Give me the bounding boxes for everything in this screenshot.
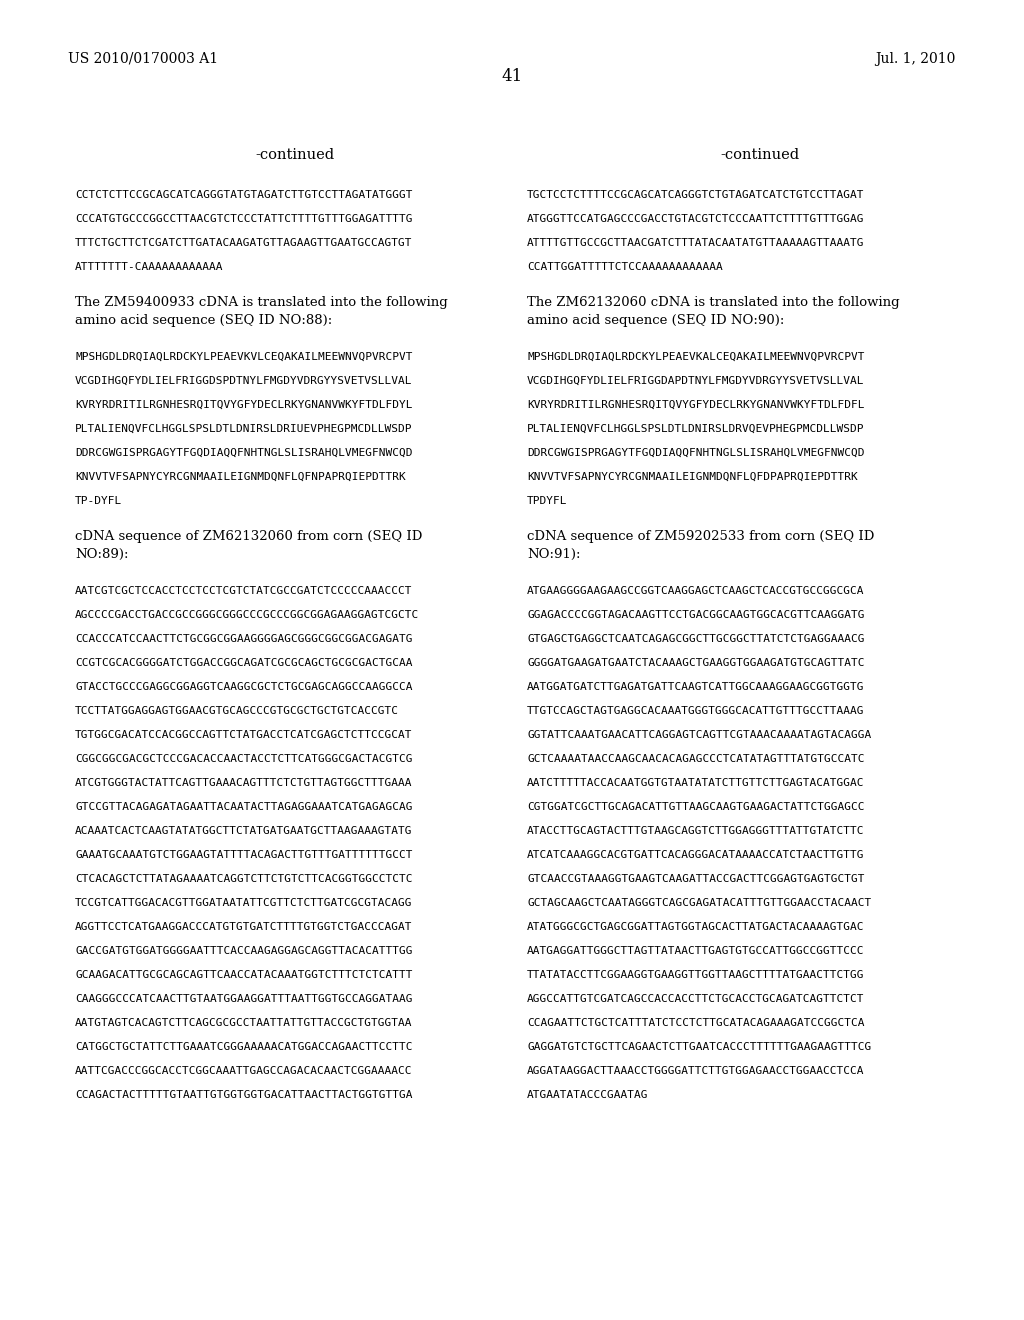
Text: GTCAACCGTAAAGGTGAAGTCAAGATTACCGACTTCGGAGTGAGTGCTGT: GTCAACCGTAAAGGTGAAGTCAAGATTACCGACTTCGGAG… <box>527 874 864 884</box>
Text: KVRYRDRITILRGNHESRQITQVYGFYDECLRKYGNANVWKYFTDLFDFL: KVRYRDRITILRGNHESRQITQVYGFYDECLRKYGNANVW… <box>527 400 864 411</box>
Text: AGGCCATTGTCGATCAGCCACCACCTTCTGCACCTGCAGATCAGTTCTCT: AGGCCATTGTCGATCAGCCACCACCTTCTGCACCTGCAGA… <box>527 994 864 1005</box>
Text: CCTCTCTTCCGCAGCATCAGGGTATGTAGATCTTGTCCTTAGATATGGGT: CCTCTCTTCCGCAGCATCAGGGTATGTAGATCTTGTCCTT… <box>75 190 413 201</box>
Text: GTACCTGCCCGAGGCGGAGGTCAAGGCGCTCTGCGAGCAGGCCAAGGCCA: GTACCTGCCCGAGGCGGAGGTCAAGGCGCTCTGCGAGCAG… <box>75 682 413 692</box>
Text: GCAAGACATTGCGCAGCAGTTCAACCATACAAATGGTCTTTCTCTCATTT: GCAAGACATTGCGCAGCAGTTCAACCATACAAATGGTCTT… <box>75 970 413 979</box>
Text: AATTCGACCCGGCACCTCGGCAAATTGAGCCAGACACAACTCGGAAAACC: AATTCGACCCGGCACCTCGGCAAATTGAGCCAGACACAAC… <box>75 1067 413 1076</box>
Text: ATGAATATACCCGAATAG: ATGAATATACCCGAATAG <box>527 1090 648 1100</box>
Text: GACCGATGTGGATGGGGAATTTCACCAAGAGGAGCAGGTTACACATTTGG: GACCGATGTGGATGGGGAATTTCACCAAGAGGAGCAGGTT… <box>75 946 413 956</box>
Text: -continued: -continued <box>721 148 800 162</box>
Text: The ZM62132060 cDNA is translated into the following: The ZM62132060 cDNA is translated into t… <box>527 296 900 309</box>
Text: CATGGCTGCTATTCTTGAAATCGGGAAAAACATGGACCAGAACTTCCTTC: CATGGCTGCTATTCTTGAAATCGGGAAAAACATGGACCAG… <box>75 1041 413 1052</box>
Text: CCCATGTGCCCGGCCTTAACGTCTCCCTATTCTTTTGTTTGGAGATTTTG: CCCATGTGCCCGGCCTTAACGTCTCCCTATTCTTTTGTTT… <box>75 214 413 224</box>
Text: GAAATGCAAATGTCTGGAAGTATTTTACAGACTTGTTTGATTTTTTGCCT: GAAATGCAAATGTCTGGAAGTATTTTACAGACTTGTTTGA… <box>75 850 413 861</box>
Text: US 2010/0170003 A1: US 2010/0170003 A1 <box>68 51 218 66</box>
Text: GTCCGTTACAGAGATAGAATTACAATACTTAGAGGAAATCATGAGAGCAG: GTCCGTTACAGAGATAGAATTACAATACTTAGAGGAAATC… <box>75 803 413 812</box>
Text: ATGAAGGGGAAGAAGCCGGTCAAGGAGCTCAAGCTCACCGTGCCGGCGCA: ATGAAGGGGAAGAAGCCGGTCAAGGAGCTCAAGCTCACCG… <box>527 586 864 597</box>
Text: AATGTAGTCACAGTCTTCAGCGCGCCTAATTATTGTTACCGCTGTGGTAA: AATGTAGTCACAGTCTTCAGCGCGCCTAATTATTGTTACC… <box>75 1018 413 1028</box>
Text: KNVVTVFSAPNYCYRCGNMAAILEIGNMDQNFLQFNPAPRQIEPDTTRK: KNVVTVFSAPNYCYRCGNMAAILEIGNMDQNFLQFNPAPR… <box>75 473 406 482</box>
Text: CTCACAGCTCTTATAGAAAATCAGGTCTTCTGTCTTCACGGTGGCCTCTC: CTCACAGCTCTTATAGAAAATCAGGTCTTCTGTCTTCACG… <box>75 874 413 884</box>
Text: ACAAATCACTCAAGTATATGGCTTCTATGATGAATGCTTAAGAAAGTATG: ACAAATCACTCAAGTATATGGCTTCTATGATGAATGCTTA… <box>75 826 413 836</box>
Text: CCACCCATCCAACTTCTGCGGCGGAAGGGGAGCGGGCGGCGGACGAGATG: CCACCCATCCAACTTCTGCGGCGGAAGGGGAGCGGGCGGC… <box>75 634 413 644</box>
Text: NO:89):: NO:89): <box>75 548 128 561</box>
Text: AATCGTCGCTCCACCTCCTCCTCGTCTATCGCCGATCTCCCCCAAACCCT: AATCGTCGCTCCACCTCCTCCTCGTCTATCGCCGATCTCC… <box>75 586 413 597</box>
Text: GGAGACCCCGGTAGACAAGTTCCTGACGGCAAGTGGCACGTTCAAGGATG: GGAGACCCCGGTAGACAAGTTCCTGACGGCAAGTGGCACG… <box>527 610 864 620</box>
Text: CCAGAATTCTGCTCATTTATCTCCTCTTGCATACAGAAAGATCCGGCTCA: CCAGAATTCTGCTCATTTATCTCCTCTTGCATACAGAAAG… <box>527 1018 864 1028</box>
Text: KVRYRDRITILRGNHESRQITQVYGFYDECLRKYGNANVWKYFTDLFDYL: KVRYRDRITILRGNHESRQITQVYGFYDECLRKYGNANVW… <box>75 400 413 411</box>
Text: amino acid sequence (SEQ ID NO:88):: amino acid sequence (SEQ ID NO:88): <box>75 314 332 327</box>
Text: NO:91):: NO:91): <box>527 548 581 561</box>
Text: KNVVTVFSAPNYCYRCGNMAAILEIGNMDQNFLQFDPAPRQIEPDTTRK: KNVVTVFSAPNYCYRCGNMAAILEIGNMDQNFLQFDPAPR… <box>527 473 858 482</box>
Text: CCATTGGATTTTTCTCCAAAAAAAAAAAA: CCATTGGATTTTTCTCCAAAAAAAAAAAA <box>527 261 723 272</box>
Text: CCAGACTACTTTTTGTAATTGTGGTGGTGACATTAACTTACTGGTGTTGA: CCAGACTACTTTTTGTAATTGTGGTGGTGACATTAACTTA… <box>75 1090 413 1100</box>
Text: cDNA sequence of ZM59202533 from corn (SEQ ID: cDNA sequence of ZM59202533 from corn (S… <box>527 531 874 543</box>
Text: TCCTTATGGAGGAGTGGAACGTGCAGCCCGTGCGCTGCTGTCACCGTC: TCCTTATGGAGGAGTGGAACGTGCAGCCCGTGCGCTGCTG… <box>75 706 399 715</box>
Text: GCTCAAAATAACCAAGCAACACAGAGCCCTCATATAGTTTATGTGCCATC: GCTCAAAATAACCAAGCAACACAGAGCCCTCATATAGTTT… <box>527 754 864 764</box>
Text: The ZM59400933 cDNA is translated into the following: The ZM59400933 cDNA is translated into t… <box>75 296 447 309</box>
Text: Jul. 1, 2010: Jul. 1, 2010 <box>876 51 956 66</box>
Text: MPSHGDLDRQIAQLRDCKYLPEAEVKVLCEQAKAILMEEWNVQPVRCPVT: MPSHGDLDRQIAQLRDCKYLPEAEVKVLCEQAKAILMEEW… <box>75 352 413 362</box>
Text: GGTATTCAAATGAACATTCAGGAGTCAGTTCGTAAACAAAATAGTACAGGA: GGTATTCAAATGAACATTCAGGAGTCAGTTCGTAAACAAA… <box>527 730 871 741</box>
Text: ATATGGGCGCTGAGCGGATTAGTGGTAGCACTTATGACTACAAAAGTGAC: ATATGGGCGCTGAGCGGATTAGTGGTAGCACTTATGACTA… <box>527 921 864 932</box>
Text: TCCGTCATTGGACACGTTGGATAATATTCGTTCTCTTGATCGCGTACAGG: TCCGTCATTGGACACGTTGGATAATATTCGTTCTCTTGAT… <box>75 898 413 908</box>
Text: AATGAGGATTGGGCTTAGTTATAACTTGAGTGTGCCATTGGCCGGTTCCC: AATGAGGATTGGGCTTAGTTATAACTTGAGTGTGCCATTG… <box>527 946 864 956</box>
Text: ATCATCAAAGGCACGTGATTCACAGGGACATAAAACCATCTAACTTGTTG: ATCATCAAAGGCACGTGATTCACAGGGACATAAAACCATC… <box>527 850 864 861</box>
Text: CGTGGATCGCTTGCAGACATTGTTAAGCAAGTGAAGACTATTCTGGAGCC: CGTGGATCGCTTGCAGACATTGTTAAGCAAGTGAAGACTA… <box>527 803 864 812</box>
Text: GAGGATGTCTGCTTCAGAACTCTTGAATCACCCTTTTTTGAAGAAGTTTCG: GAGGATGTCTGCTTCAGAACTCTTGAATCACCCTTTTTTG… <box>527 1041 871 1052</box>
Text: TP-DYFL: TP-DYFL <box>75 496 122 506</box>
Text: amino acid sequence (SEQ ID NO:90):: amino acid sequence (SEQ ID NO:90): <box>527 314 784 327</box>
Text: PLTALIENQVFCLHGGLSPSLDTLDNIRSLDRIUEVPHEGPMCDLLWSDP: PLTALIENQVFCLHGGLSPSLDTLDNIRSLDRIUEVPHEG… <box>75 424 413 434</box>
Text: AATCTTTTTACCACAATGGTGTAATATATCTTGTTCTTGAGTACATGGAC: AATCTTTTTACCACAATGGTGTAATATATCTTGTTCTTGA… <box>527 777 864 788</box>
Text: GTGAGCTGAGGCTCAATCAGAGCGGCTTGCGGCTTATCTCTGAGGAAACG: GTGAGCTGAGGCTCAATCAGAGCGGCTTGCGGCTTATCTC… <box>527 634 864 644</box>
Text: AATGGATGATCTTGAGATGATTCAAGTCATTGGCAAAGGAAGCGGTGGTG: AATGGATGATCTTGAGATGATTCAAGTCATTGGCAAAGGA… <box>527 682 864 692</box>
Text: CAAGGGCCCATCAACTTGTAATGGAAGGATTTAATTGGTGCCAGGATAAG: CAAGGGCCCATCAACTTGTAATGGAAGGATTTAATTGGTG… <box>75 994 413 1005</box>
Text: GCTAGCAAGCTCAATAGGGTCAGCGAGATACATTTGTTGGAACCTACAACT: GCTAGCAAGCTCAATAGGGTCAGCGAGATACATTTGTTGG… <box>527 898 871 908</box>
Text: CCGTCGCACGGGGATCTGGACCGGCAGATCGCGCAGCTGCGCGACTGCAA: CCGTCGCACGGGGATCTGGACCGGCAGATCGCGCAGCTGC… <box>75 657 413 668</box>
Text: AGGTTCCTCATGAAGGACCCATGTGTGATCTTTTGTGGTCTGACCCAGAT: AGGTTCCTCATGAAGGACCCATGTGTGATCTTTTGTGGTC… <box>75 921 413 932</box>
Text: ATTTTTTT-CAAAAAAAAAAAA: ATTTTTTT-CAAAAAAAAAAAA <box>75 261 223 272</box>
Text: ATACCTTGCAGTACTTTGTAAGCAGGTCTTGGAGGGTTTATTGTATCTTC: ATACCTTGCAGTACTTTGTAAGCAGGTCTTGGAGGGTTTA… <box>527 826 864 836</box>
Text: cDNA sequence of ZM62132060 from corn (SEQ ID: cDNA sequence of ZM62132060 from corn (S… <box>75 531 422 543</box>
Text: -continued: -continued <box>255 148 335 162</box>
Text: ATGGGTTCCATGAGCCCGACCTGTACGTCTCCCAATTCTTTTGTTTGGAG: ATGGGTTCCATGAGCCCGACCTGTACGTCTCCCAATTCTT… <box>527 214 864 224</box>
Text: TPDYFL: TPDYFL <box>527 496 567 506</box>
Text: TTTCTGCTTCTCGATCTTGATACAAGATGTTAGAAGTTGAATGCCAGTGT: TTTCTGCTTCTCGATCTTGATACAAGATGTTAGAAGTTGA… <box>75 238 413 248</box>
Text: VCGDIHGQFYDLIELFRIGGDAPDTNYLFMGDYVDRGYYSVETVSLLVAL: VCGDIHGQFYDLIELFRIGGDAPDTNYLFMGDYVDRGYYS… <box>527 376 864 385</box>
Text: DDRCGWGISPRGAGYTFGQDIAQQFNHTNGLSLISRAHQLVMEGFNWCQD: DDRCGWGISPRGAGYTFGQDIAQQFNHTNGLSLISRAHQL… <box>75 447 413 458</box>
Text: 41: 41 <box>502 69 522 84</box>
Text: TGCTCCTCTTTTCCGCAGCATCAGGGTCTGTAGATCATCTGTCCTTAGAT: TGCTCCTCTTTTCCGCAGCATCAGGGTCTGTAGATCATCT… <box>527 190 864 201</box>
Text: ATCGTGGGTACTATTCAGTTGAAACAGTTTCTCTGTTAGTGGCTTTGAAA: ATCGTGGGTACTATTCAGTTGAAACAGTTTCTCTGTTAGT… <box>75 777 413 788</box>
Text: DDRCGWGISPRGAGYTFGQDIAQQFNHTNGLSLISRAHQLVMEGFNWCQD: DDRCGWGISPRGAGYTFGQDIAQQFNHTNGLSLISRAHQL… <box>527 447 864 458</box>
Text: VCGDIHGQFYDLIELFRIGGDSPDTNYLFMGDYVDRGYYSVETVSLLVAL: VCGDIHGQFYDLIELFRIGGDSPDTNYLFMGDYVDRGYYS… <box>75 376 413 385</box>
Text: TTGTCCAGCTAGTGAGGCACAAATGGGTGGGCACATTGTTTGCCTTAAAG: TTGTCCAGCTAGTGAGGCACAAATGGGTGGGCACATTGTT… <box>527 706 864 715</box>
Text: AGGATAAGGACTTAAACCTGGGGATTCTTGTGGAGAACCTGGAACCTCCA: AGGATAAGGACTTAAACCTGGGGATTCTTGTGGAGAACCT… <box>527 1067 864 1076</box>
Text: TTATATACCTTCGGAAGGTGAAGGTTGGTTAAGCTTTTATGAACTTCTGG: TTATATACCTTCGGAAGGTGAAGGTTGGTTAAGCTTTTAT… <box>527 970 864 979</box>
Text: TGTGGCGACATCCACGGCCAGTTCTATGACCTCATCGAGCTCTTCCGCAT: TGTGGCGACATCCACGGCCAGTTCTATGACCTCATCGAGC… <box>75 730 413 741</box>
Text: ATTTTGTTGCCGCTTAACGATCTTTATACAATATGTTAAAAAGTTAAATG: ATTTTGTTGCCGCTTAACGATCTTTATACAATATGTTAAA… <box>527 238 864 248</box>
Text: MPSHGDLDRQIAQLRDCKYLPEAEVKALCEQAKAILMEEWNVQPVRCPVT: MPSHGDLDRQIAQLRDCKYLPEAEVKALCEQAKAILMEEW… <box>527 352 864 362</box>
Text: GGGGATGAAGATGAATCTACAAAGCTGAAGGTGGAAGATGTGCAGTTATC: GGGGATGAAGATGAATCTACAAAGCTGAAGGTGGAAGATG… <box>527 657 864 668</box>
Text: CGGCGGCGACGCTCCCGACACCAACTACCTCTTCATGGGCGACTACGTCG: CGGCGGCGACGCTCCCGACACCAACTACCTCTTCATGGGC… <box>75 754 413 764</box>
Text: PLTALIENQVFCLHGGLSPSLDTLDNIRSLDRVQEVPHEGPMCDLLWSDP: PLTALIENQVFCLHGGLSPSLDTLDNIRSLDRVQEVPHEG… <box>527 424 864 434</box>
Text: AGCCCCGACCTGACCGCCGGGCGGGCCCGCCCGGCGGAGAAGGAGTCGCTC: AGCCCCGACCTGACCGCCGGGCGGGCCCGCCCGGCGGAGA… <box>75 610 419 620</box>
